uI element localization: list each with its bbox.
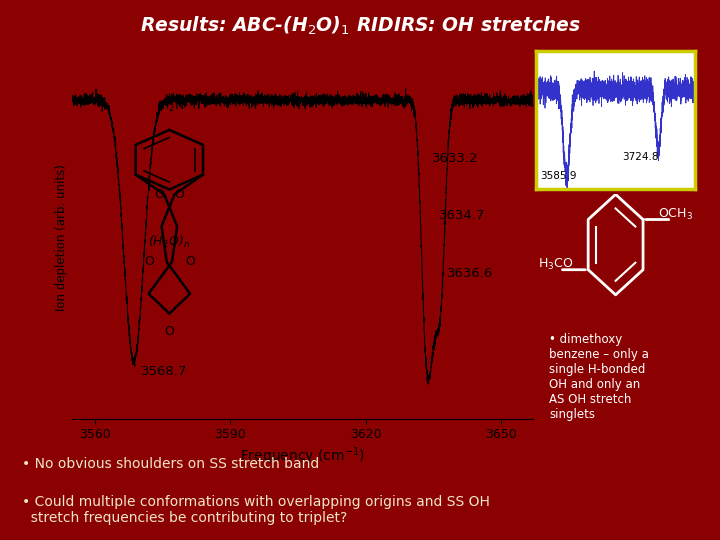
X-axis label: Frequency (cm$^{-1}$): Frequency (cm$^{-1}$) — [240, 446, 365, 467]
Text: O: O — [164, 326, 174, 339]
Text: 3634.7: 3634.7 — [438, 210, 485, 222]
Text: 3724.8: 3724.8 — [622, 152, 658, 163]
Text: (H$_2$O)$_n$: (H$_2$O)$_n$ — [148, 234, 190, 250]
Y-axis label: Ion depletion (arb. units): Ion depletion (arb. units) — [55, 164, 68, 311]
Text: H$_2$N: H$_2$N — [159, 99, 185, 114]
Text: • No obvious shoulders on SS stretch band: • No obvious shoulders on SS stretch ban… — [22, 457, 319, 471]
Text: OCH$_3$: OCH$_3$ — [658, 207, 693, 222]
Text: O: O — [144, 255, 154, 268]
Text: • dimethoxy
benzene – only a
single H-bonded
OH and only an
AS OH stretch
single: • dimethoxy benzene – only a single H-bo… — [549, 333, 649, 421]
Text: 3585.9: 3585.9 — [540, 171, 576, 181]
Text: 3568.7: 3568.7 — [140, 365, 187, 378]
Text: O: O — [174, 188, 184, 201]
Text: H$_3$CO: H$_3$CO — [538, 257, 573, 272]
Text: O: O — [185, 255, 195, 268]
Text: 3633.2: 3633.2 — [432, 152, 479, 165]
Text: Results: ABC-(H$_2$O)$_1$ RIDIRS: OH stretches: Results: ABC-(H$_2$O)$_1$ RIDIRS: OH str… — [140, 15, 580, 37]
Text: • Could multiple conformations with overlapping origins and SS OH
  stretch freq: • Could multiple conformations with over… — [22, 495, 490, 525]
Text: 3636.6: 3636.6 — [447, 267, 494, 280]
Text: O: O — [154, 188, 164, 201]
